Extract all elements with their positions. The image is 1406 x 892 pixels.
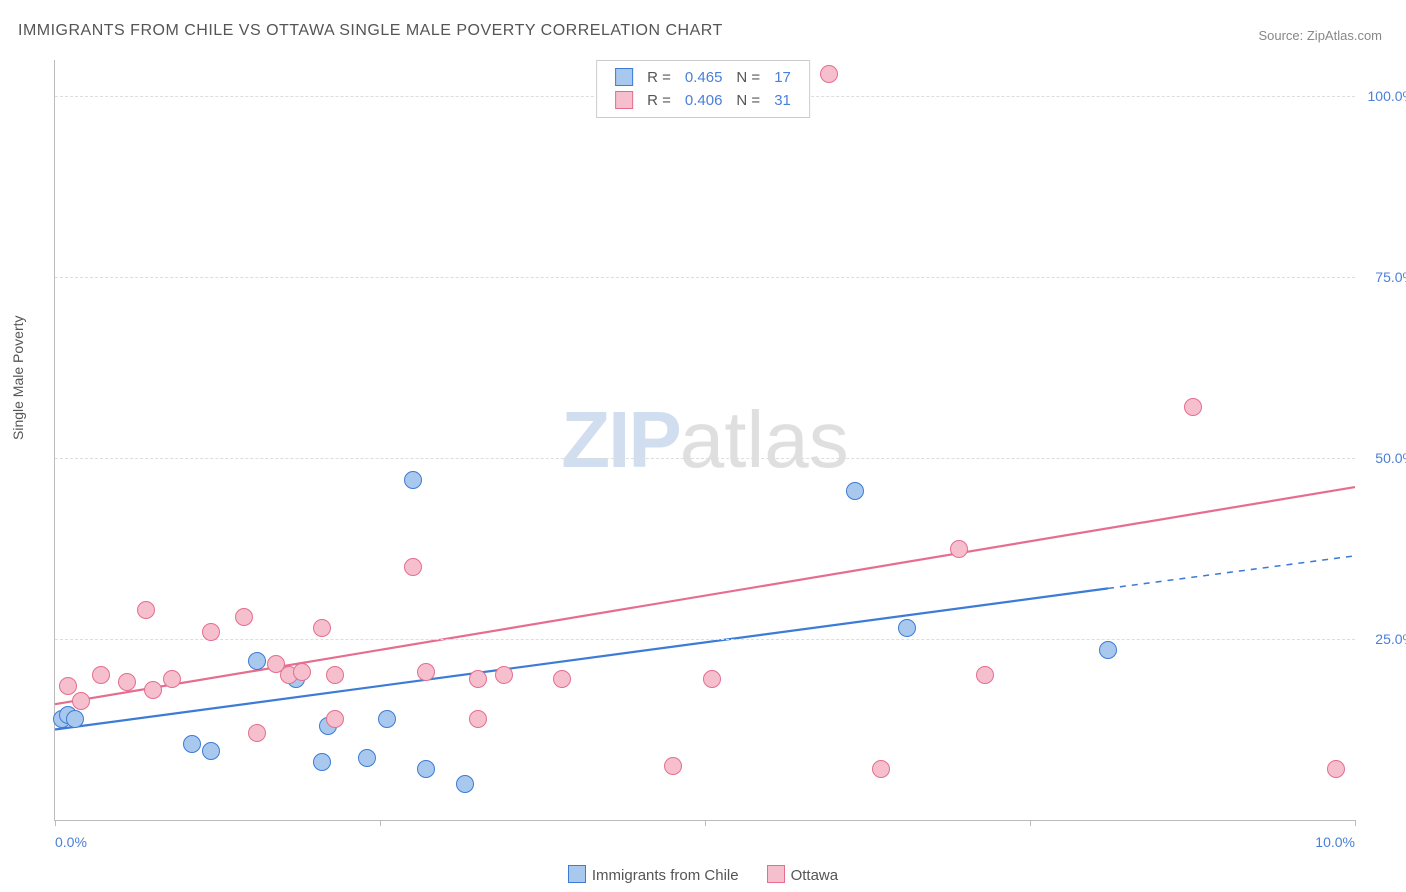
data-point [404,471,422,489]
data-point [313,619,331,637]
data-point [137,601,155,619]
trend-line [55,588,1108,729]
data-point [1099,641,1117,659]
data-point [898,619,916,637]
x-tick-label: 10.0% [1315,834,1355,850]
data-point [235,608,253,626]
legend-stats-row: R =0.406N =31 [609,90,797,111]
data-point [118,673,136,691]
data-point [664,757,682,775]
data-point [404,558,422,576]
y-tick-label: 100.0% [1360,88,1406,104]
legend-stats-box: R =0.465N =17R =0.406N =31 [596,60,810,118]
x-tick-label: 0.0% [55,834,87,850]
data-point [202,623,220,641]
data-point [1327,760,1345,778]
data-point [72,692,90,710]
legend-swatch [767,865,785,883]
x-tick-mark [705,820,706,826]
data-point [469,670,487,688]
data-point [495,666,513,684]
data-point [326,710,344,728]
data-point [976,666,994,684]
data-point [846,482,864,500]
data-point [66,710,84,728]
data-point [1184,398,1202,416]
source-label: Source: ZipAtlas.com [1258,28,1382,43]
trend-line-extrapolated [1108,556,1355,589]
data-point [703,670,721,688]
data-point [378,710,396,728]
legend-swatch [615,68,633,86]
y-tick-label: 50.0% [1360,450,1406,466]
data-point [248,724,266,742]
data-point [872,760,890,778]
x-tick-mark [1030,820,1031,826]
y-axis-label: Single Male Poverty [10,315,26,440]
x-tick-mark [55,820,56,826]
chart-title: IMMIGRANTS FROM CHILE VS OTTAWA SINGLE M… [18,22,723,40]
data-point [553,670,571,688]
legend-item: Immigrants from Chile [568,867,739,884]
gridline [55,277,1355,278]
legend-swatch [615,91,633,109]
data-point [820,65,838,83]
data-point [163,670,181,688]
data-point [950,540,968,558]
data-point [59,677,77,695]
data-point [183,735,201,753]
x-tick-mark [380,820,381,826]
y-tick-label: 25.0% [1360,631,1406,647]
y-tick-label: 75.0% [1360,269,1406,285]
gridline [55,639,1355,640]
chart-plot-area: ZIPatlas 25.0%50.0%75.0%100.0%0.0%10.0% [54,60,1355,821]
trend-lines-layer [55,60,1355,820]
gridline [55,458,1355,459]
legend-stats-row: R =0.465N =17 [609,67,797,88]
data-point [456,775,474,793]
legend-bottom: Immigrants from Chile Ottawa [0,865,1406,884]
data-point [358,749,376,767]
data-point [92,666,110,684]
data-point [248,652,266,670]
data-point [417,760,435,778]
data-point [469,710,487,728]
legend-item: Ottawa [767,867,839,884]
legend-swatch [568,865,586,883]
data-point [144,681,162,699]
data-point [417,663,435,681]
data-point [202,742,220,760]
x-tick-mark [1355,820,1356,826]
data-point [313,753,331,771]
data-point [293,663,311,681]
data-point [326,666,344,684]
